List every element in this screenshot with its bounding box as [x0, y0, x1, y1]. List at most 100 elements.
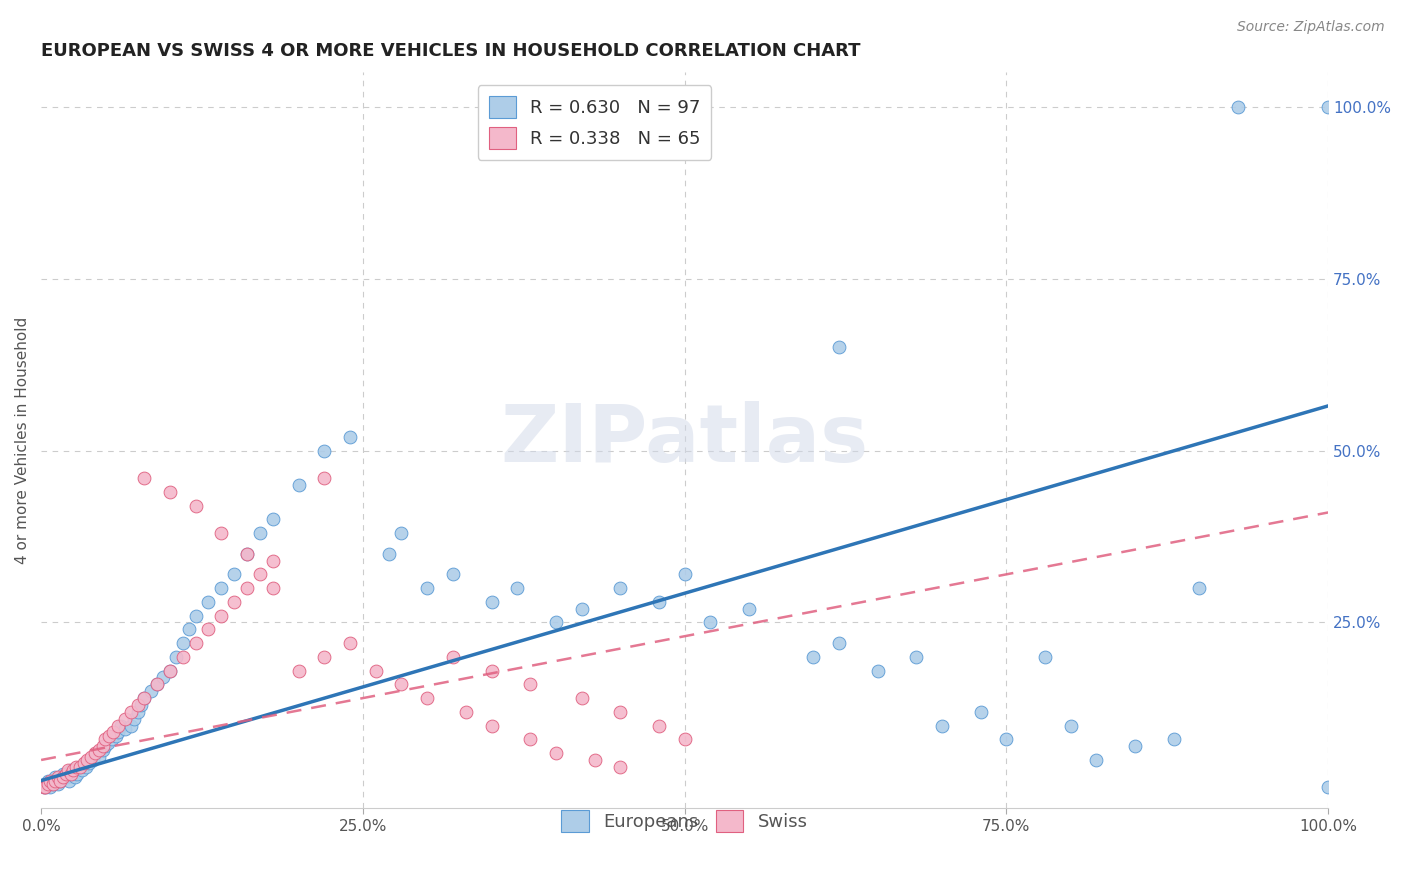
Point — [519, 732, 541, 747]
Point — [172, 636, 194, 650]
Point — [287, 478, 309, 492]
Point — [179, 623, 201, 637]
Point — [481, 595, 503, 609]
Point — [39, 773, 62, 788]
Point — [53, 770, 76, 784]
Point — [969, 705, 991, 719]
Point — [44, 770, 66, 784]
Point — [56, 770, 79, 784]
Point — [107, 718, 129, 732]
Point — [75, 760, 97, 774]
Legend: Europeans, Swiss: Europeans, Swiss — [554, 803, 815, 839]
Point — [46, 777, 69, 791]
Point — [1123, 739, 1146, 754]
Point — [236, 581, 259, 595]
Point — [828, 636, 851, 650]
Point — [44, 773, 66, 788]
Point — [120, 718, 142, 732]
Point — [866, 664, 889, 678]
Point — [122, 712, 145, 726]
Point — [184, 499, 207, 513]
Point — [91, 742, 114, 756]
Point — [94, 732, 117, 747]
Point — [59, 764, 82, 778]
Point — [56, 764, 79, 778]
Point — [65, 760, 87, 774]
Point — [49, 773, 72, 788]
Point — [828, 341, 851, 355]
Point — [72, 764, 94, 778]
Point — [519, 677, 541, 691]
Point — [481, 664, 503, 678]
Point — [152, 671, 174, 685]
Point — [931, 718, 953, 732]
Point — [159, 484, 181, 499]
Point — [1227, 100, 1250, 114]
Point — [314, 649, 336, 664]
Point — [1163, 732, 1185, 747]
Point — [544, 615, 567, 630]
Point — [314, 443, 336, 458]
Point — [172, 649, 194, 664]
Point — [146, 677, 169, 691]
Point — [132, 691, 155, 706]
Point — [339, 636, 361, 650]
Point — [49, 773, 72, 788]
Point — [132, 691, 155, 706]
Point — [995, 732, 1018, 747]
Point — [97, 736, 120, 750]
Point — [1060, 718, 1083, 732]
Point — [72, 756, 94, 771]
Point — [391, 677, 413, 691]
Point — [132, 471, 155, 485]
Point — [454, 705, 477, 719]
Point — [609, 705, 631, 719]
Point — [364, 664, 387, 678]
Point — [39, 780, 62, 795]
Point — [48, 770, 70, 784]
Point — [609, 581, 631, 595]
Point — [52, 770, 75, 784]
Point — [506, 581, 529, 595]
Point — [441, 567, 464, 582]
Point — [184, 608, 207, 623]
Point — [42, 773, 65, 788]
Point — [209, 581, 232, 595]
Point — [114, 722, 136, 736]
Point — [107, 725, 129, 739]
Point — [63, 770, 86, 784]
Point — [1317, 780, 1340, 795]
Point — [249, 526, 271, 541]
Point — [391, 526, 413, 541]
Point — [127, 698, 149, 712]
Point — [131, 698, 153, 712]
Point — [82, 753, 104, 767]
Point — [114, 712, 136, 726]
Point — [34, 777, 56, 791]
Point — [98, 729, 121, 743]
Point — [159, 664, 181, 678]
Point — [38, 777, 60, 791]
Point — [32, 780, 55, 795]
Point — [51, 770, 73, 784]
Point — [224, 567, 246, 582]
Point — [56, 766, 79, 780]
Point — [87, 742, 110, 756]
Point — [262, 553, 284, 567]
Point — [59, 766, 82, 780]
Point — [34, 780, 56, 795]
Point — [69, 760, 91, 774]
Point — [209, 608, 232, 623]
Point — [583, 753, 606, 767]
Point — [127, 705, 149, 719]
Point — [1033, 649, 1056, 664]
Point — [377, 547, 399, 561]
Point — [1188, 581, 1211, 595]
Point — [41, 777, 63, 791]
Point — [159, 664, 181, 678]
Point — [209, 526, 232, 541]
Point — [104, 729, 127, 743]
Point — [197, 623, 219, 637]
Point — [314, 471, 336, 485]
Point — [262, 581, 284, 595]
